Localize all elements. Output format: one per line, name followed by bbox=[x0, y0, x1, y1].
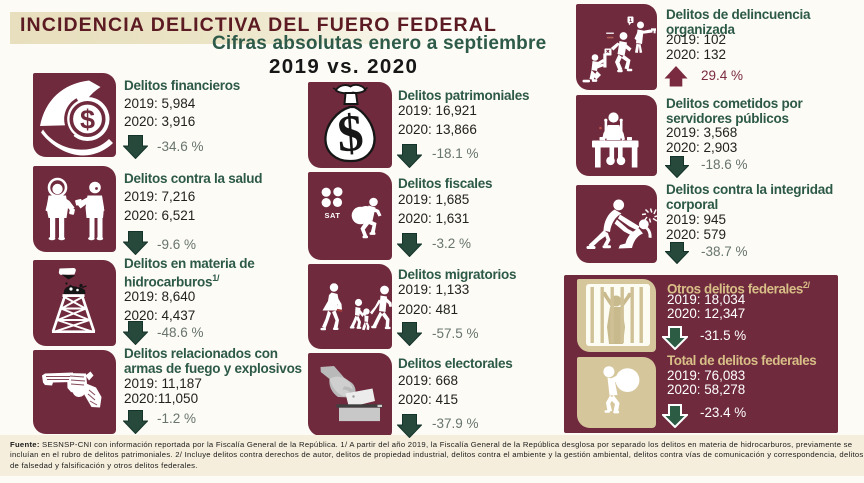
svg-text:1: 1 bbox=[629, 18, 632, 24]
svg-text:SAT: SAT bbox=[325, 211, 341, 220]
svg-text:$: $ bbox=[80, 105, 95, 135]
svg-text:$: $ bbox=[336, 105, 366, 164]
